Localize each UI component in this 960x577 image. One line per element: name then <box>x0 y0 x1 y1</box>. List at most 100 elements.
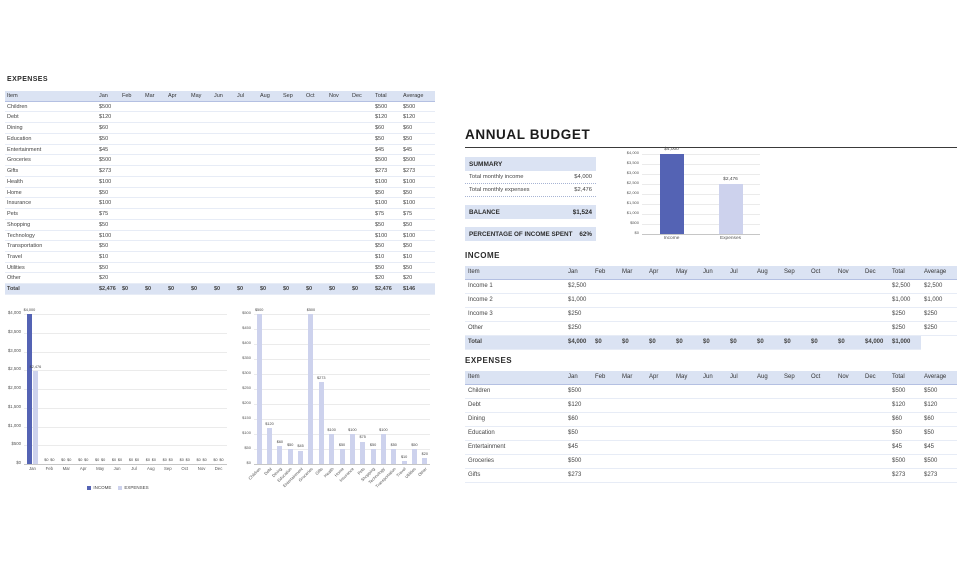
cell[interactable]: $50 <box>97 219 120 231</box>
cell[interactable]: Dec <box>862 371 889 386</box>
cell[interactable] <box>143 240 166 253</box>
cell[interactable]: Other <box>465 321 565 336</box>
cell[interactable]: $2,500 <box>565 279 592 294</box>
cell[interactable] <box>304 111 327 124</box>
cell[interactable] <box>808 398 835 413</box>
cell[interactable]: Nov <box>835 371 862 386</box>
cell[interactable] <box>754 279 781 294</box>
cell[interactable] <box>281 272 304 285</box>
cell[interactable] <box>304 165 327 177</box>
cell[interactable] <box>350 240 373 253</box>
cell[interactable] <box>327 122 350 134</box>
cell[interactable] <box>350 262 373 274</box>
cell[interactable]: Average <box>401 91 435 102</box>
cell[interactable]: Education <box>465 426 565 441</box>
cell[interactable]: Groceries <box>465 454 565 469</box>
cell[interactable]: $120 <box>565 398 592 413</box>
cell[interactable] <box>619 279 646 294</box>
cell[interactable] <box>212 154 235 167</box>
cell[interactable] <box>235 144 258 156</box>
cell[interactable] <box>350 197 373 210</box>
cell[interactable] <box>120 262 143 274</box>
cell[interactable] <box>808 412 835 427</box>
cell[interactable] <box>350 219 373 231</box>
cell[interactable] <box>327 111 350 124</box>
cell[interactable]: $50 <box>401 187 435 199</box>
cell[interactable] <box>166 133 189 145</box>
cell[interactable] <box>835 307 862 322</box>
cell[interactable]: $60 <box>565 412 592 427</box>
cell[interactable] <box>754 384 781 399</box>
cell[interactable] <box>120 133 143 145</box>
cell[interactable] <box>235 101 258 113</box>
cell[interactable] <box>235 133 258 145</box>
cell[interactable] <box>189 133 212 145</box>
cell[interactable] <box>862 384 889 399</box>
cell[interactable]: Health <box>5 176 97 188</box>
cell[interactable] <box>592 468 619 483</box>
cell[interactable] <box>120 208 143 220</box>
cell[interactable] <box>646 412 673 427</box>
cell[interactable] <box>727 440 754 455</box>
cell[interactable] <box>862 293 889 308</box>
cell[interactable] <box>350 230 373 242</box>
cell[interactable] <box>727 384 754 399</box>
cell[interactable] <box>350 133 373 145</box>
cell[interactable] <box>166 230 189 242</box>
cell[interactable]: $100 <box>401 230 435 242</box>
cell[interactable] <box>258 230 281 242</box>
cell[interactable]: $50 <box>373 133 401 145</box>
cell[interactable] <box>281 219 304 231</box>
cell[interactable]: $2,476 <box>97 283 120 295</box>
cell[interactable] <box>781 398 808 413</box>
cell[interactable] <box>281 144 304 156</box>
cell[interactable] <box>781 454 808 469</box>
cell[interactable] <box>212 219 235 231</box>
cell[interactable] <box>235 154 258 167</box>
cell[interactable] <box>781 293 808 308</box>
cell[interactable]: $0 <box>727 334 754 350</box>
cell[interactable]: May <box>189 91 212 102</box>
cell[interactable]: $250 <box>565 307 592 322</box>
cell[interactable]: $60 <box>401 122 435 134</box>
cell[interactable] <box>189 187 212 199</box>
cell[interactable] <box>166 101 189 113</box>
cell[interactable] <box>808 440 835 455</box>
cell[interactable]: $0 <box>781 334 808 350</box>
cell[interactable]: $120 <box>373 111 401 124</box>
cell[interactable] <box>727 307 754 322</box>
cell[interactable] <box>212 197 235 210</box>
cell[interactable]: $500 <box>97 101 120 113</box>
cell[interactable] <box>862 412 889 427</box>
cell[interactable]: Total <box>889 266 921 281</box>
cell[interactable]: Insurance <box>5 197 97 210</box>
cell[interactable] <box>235 176 258 188</box>
cell[interactable] <box>189 219 212 231</box>
cell[interactable] <box>700 412 727 427</box>
cell[interactable]: Feb <box>592 266 619 281</box>
cell[interactable]: $0 <box>835 334 862 350</box>
cell[interactable] <box>235 240 258 253</box>
cell[interactable]: Nov <box>835 266 862 281</box>
cell[interactable] <box>727 454 754 469</box>
cell[interactable] <box>166 251 189 263</box>
cell[interactable] <box>166 208 189 220</box>
cell[interactable]: Debt <box>5 111 97 124</box>
cell[interactable] <box>327 187 350 199</box>
cell[interactable] <box>808 454 835 469</box>
cell[interactable] <box>212 165 235 177</box>
cell[interactable]: $100 <box>401 197 435 210</box>
cell[interactable] <box>212 251 235 263</box>
cell[interactable] <box>673 279 700 294</box>
cell[interactable] <box>754 293 781 308</box>
cell[interactable] <box>212 262 235 274</box>
cell[interactable] <box>143 101 166 113</box>
cell[interactable] <box>304 230 327 242</box>
cell[interactable] <box>781 279 808 294</box>
cell[interactable] <box>808 321 835 336</box>
cell[interactable] <box>120 176 143 188</box>
cell[interactable] <box>327 240 350 253</box>
cell[interactable] <box>281 133 304 145</box>
cell[interactable]: Dining <box>5 122 97 134</box>
cell[interactable] <box>235 208 258 220</box>
